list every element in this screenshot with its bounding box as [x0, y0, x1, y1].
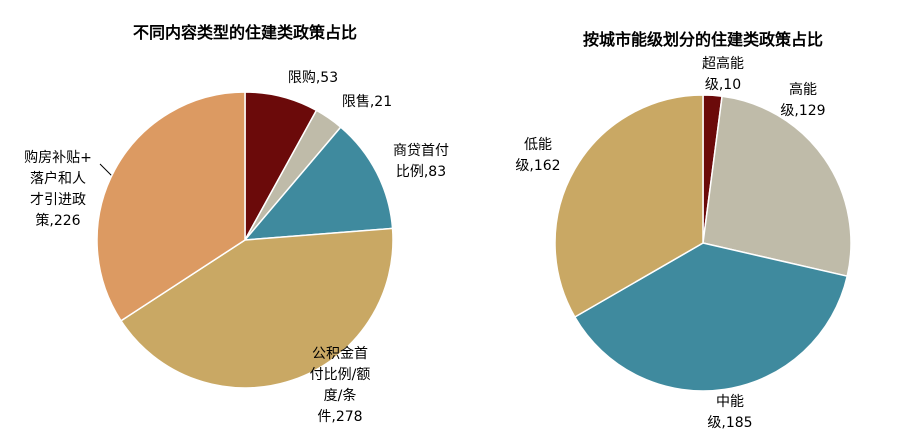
slice-label-line: 付比例/额 [310, 367, 371, 383]
slice-label-line: 比例,83 [396, 164, 446, 180]
slice-label: 超高能级,10 [702, 55, 744, 93]
chart-title-content-type: 不同内容类型的住建类政策占比 [133, 23, 357, 42]
slice-label: 中能级,185 [707, 394, 752, 431]
slice-label-line: 公积金首 [312, 346, 368, 362]
slice-label: 购房补贴+ 落户和人才引进政策,226 [24, 150, 92, 229]
slice-label-line: 件,278 [317, 409, 362, 425]
slice-label-line: 超高能 [702, 55, 744, 72]
slice-label-line: 级,10 [705, 77, 741, 93]
slice-label-line: 落户和人 [30, 170, 86, 187]
slice-label-line: 高能 [789, 81, 817, 98]
slice-label-line: 商贷首付 [393, 143, 449, 159]
slice-label-line: 级,162 [515, 158, 560, 174]
slice-label-line: 才引进政 [30, 192, 86, 208]
slice-label: 商贷首付比例,83 [393, 143, 449, 180]
pie-slice [119, 227, 394, 389]
slice-label-line: 限售,21 [342, 94, 392, 110]
pie-slice [243, 126, 394, 241]
pie-slice [573, 242, 849, 392]
slice-label: 高能级,129 [780, 81, 825, 119]
slice-label-line: 策,226 [35, 212, 80, 229]
slice-label-line: 级,185 [707, 415, 752, 431]
slice-label-line: 限购,53 [288, 70, 338, 86]
slice-label: 限购,53 [288, 70, 338, 86]
slice-label: 低能级,162 [515, 137, 560, 174]
pie-city-tier-labels: 超高能级,10 高能级,129 中能级,185 低能级,162 [515, 55, 825, 431]
slice-label-line: 中能 [716, 394, 744, 410]
pie-slice [702, 95, 852, 278]
pie-slice [554, 94, 704, 319]
slice-label-line: 购房补贴+ [24, 150, 92, 166]
slice-label-line: 度/条 [324, 387, 357, 404]
slice-label-line: 低能 [524, 137, 552, 153]
pie-city-tier [554, 94, 852, 392]
chart-title-city-tier: 按城市能级划分的住建类政策占比 [583, 30, 823, 49]
pie-content-type [96, 91, 394, 389]
slice-label: 限售,21 [342, 94, 392, 110]
pie-slice [96, 91, 246, 322]
slice-label: 公积金首付比例/额度/条件,278 [310, 346, 371, 425]
slice-label-line: 级,129 [780, 103, 825, 119]
